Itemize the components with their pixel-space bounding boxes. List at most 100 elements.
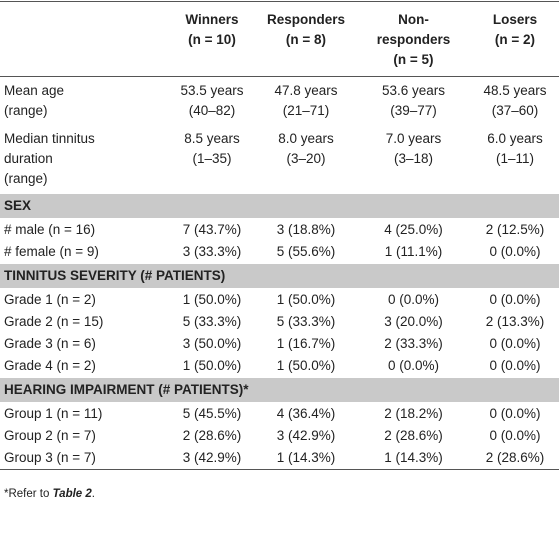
cell-line: 0 (0.0%) <box>489 358 541 373</box>
cell-line: 5 (33.3%) <box>276 314 336 329</box>
data-row: Grade 4 (n = 2) 1 (50.0%) 1 (50.0%) 0 (0.0%… <box>0 355 559 378</box>
cell: 5 (55.6%) <box>256 241 356 264</box>
column-name: Winners <box>185 12 239 27</box>
cell: 0 (0.0%) <box>471 403 559 426</box>
cell: 1 (50.0%) <box>256 289 356 312</box>
cell: 53.6 years (39–77) <box>356 77 471 126</box>
data-row: Grade 3 (n = 6) 3 (50.0%) 1 (16.7%) 2 (33.3… <box>0 333 559 355</box>
cell: 48.5 years (37–60) <box>471 77 559 126</box>
column-header: Non-responders (n = 5) <box>356 1 471 77</box>
cell: 5 (45.5%) <box>168 403 256 426</box>
cell-line: 2 (28.6%) <box>485 450 545 465</box>
data-row: Mean age (range) 53.5 years (40–82) 47.8 yea… <box>0 77 559 126</box>
cell: 2 (12.5%) <box>471 219 559 242</box>
cell: 2 (28.6%) <box>356 425 471 447</box>
cell-line: 3 (18.8%) <box>276 222 336 237</box>
cell-line: 3 (42.9%) <box>182 450 242 465</box>
row-label: Grade 1 (n = 2) <box>0 289 168 312</box>
cell: 4 (25.0%) <box>356 219 471 242</box>
column-count: (n = 8) <box>285 32 327 47</box>
section-row: HEARING IMPAIRMENT (# PATIENTS)* <box>0 377 559 403</box>
cell: 0 (0.0%) <box>471 241 559 264</box>
cell: 2 (13.3%) <box>471 311 559 333</box>
cell-line: 2 (12.5%) <box>485 222 545 237</box>
cell-line: 48.5 years <box>483 83 547 98</box>
row-label: Group 1 (n = 11) <box>0 403 168 426</box>
cell-line: 3 (33.3%) <box>182 244 242 259</box>
cell: 6.0 years (1–11) <box>471 125 559 194</box>
cell: 3 (18.8%) <box>256 219 356 242</box>
cell: 1 (50.0%) <box>168 289 256 312</box>
cell: 0 (0.0%) <box>356 355 471 378</box>
cell-line: 0 (0.0%) <box>489 428 541 443</box>
cell-line: 8.5 years <box>184 131 240 146</box>
cell: 0 (0.0%) <box>471 355 559 378</box>
cell: 53.5 years (40–82) <box>168 77 256 126</box>
cell: 3 (42.9%) <box>256 425 356 447</box>
cell: 3 (33.3%) <box>168 241 256 264</box>
cell: 2 (33.3%) <box>356 333 471 355</box>
column-name: Responders <box>266 12 346 27</box>
cell: 3 (50.0%) <box>168 333 256 355</box>
cell: 0 (0.0%) <box>471 425 559 447</box>
row-label: # female (n = 9) <box>0 241 168 264</box>
table-body: Mean age (range) 53.5 years (40–82) 47.8 yea… <box>0 77 559 470</box>
cell-line: 2 (18.2%) <box>384 406 443 421</box>
cell-line: 3 (50.0%) <box>182 336 242 351</box>
cell: 7 (43.7%) <box>168 219 256 242</box>
cell-line: 0 (0.0%) <box>387 292 440 307</box>
data-table: Winners (n = 10) Responders (n = 8) Non-resp… <box>0 1 559 470</box>
cell: 2 (28.6%) <box>168 425 256 447</box>
header-row: Winners (n = 10) Responders (n = 8) Non-resp… <box>0 1 559 77</box>
cell: 2 (18.2%) <box>356 403 471 426</box>
column-name: Non-responders <box>376 12 451 47</box>
row-label: Grade 3 (n = 6) <box>0 333 168 355</box>
header-blank <box>0 1 168 77</box>
cell: 8.0 years (3–20) <box>256 125 356 194</box>
data-row: Group 1 (n = 11) 5 (45.5%) 4 (36.4%) 2 (18.… <box>0 403 559 426</box>
cell-line: 8.0 years <box>278 131 334 146</box>
row-label: Mean age (range) <box>0 77 168 126</box>
cell: 1 (14.3%) <box>356 447 471 470</box>
cell-line: 0 (0.0%) <box>489 292 541 307</box>
cell-line: 4 (36.4%) <box>276 406 336 421</box>
cell-line: (1–11) <box>495 151 535 166</box>
row-label: Median tinnitus duration (range) <box>0 125 168 194</box>
cell: 0 (0.0%) <box>471 333 559 355</box>
cell: 1 (50.0%) <box>256 355 356 378</box>
data-row: Median tinnitus duration (range) 8.5 years… <box>0 125 559 194</box>
cell: 3 (42.9%) <box>168 447 256 470</box>
cell: 8.5 years (1–35) <box>168 125 256 194</box>
row-label-line: Grade 3 (n = 6) <box>4 336 96 351</box>
row-label-line: Group 3 (n = 7) <box>4 450 96 465</box>
row-label: Grade 2 (n = 15) <box>0 311 168 333</box>
cell-line: 1 (11.1%) <box>384 244 443 259</box>
row-label-line: Grade 4 (n = 2) <box>4 358 96 373</box>
row-label-line: # male (n = 16) <box>4 222 96 237</box>
column-count: (n = 10) <box>188 32 236 47</box>
row-label-line: (range) <box>4 171 48 186</box>
cell-line: (21–71) <box>282 103 330 118</box>
data-row: Grade 1 (n = 2) 1 (50.0%) 1 (50.0%) 0 (0.0%… <box>0 289 559 312</box>
cell-line: 2 (33.3%) <box>384 336 443 351</box>
row-label-line: Group 2 (n = 7) <box>4 428 96 443</box>
row-label: Group 3 (n = 7) <box>0 447 168 470</box>
data-row: Grade 2 (n = 15) 5 (33.3%) 5 (33.3%) 3 (20.… <box>0 311 559 333</box>
row-label: Grade 4 (n = 2) <box>0 355 168 378</box>
data-row: # female (n = 9) 3 (33.3%) 5 (55.6%) 1 (11.… <box>0 241 559 264</box>
cell-line: 0 (0.0%) <box>489 336 541 351</box>
cell: 3 (20.0%) <box>356 311 471 333</box>
section-row: TINNITUS SEVERITY (# PATIENTS) <box>0 263 559 289</box>
row-label-line: Median tinnitus duration <box>4 131 95 166</box>
column-header: Losers (n = 2) <box>471 1 559 77</box>
cell-line: 7.0 years <box>385 131 442 146</box>
cell-line: 1 (50.0%) <box>276 292 336 307</box>
cell-line: 5 (55.6%) <box>276 244 336 259</box>
row-label: # male (n = 16) <box>0 219 168 242</box>
cell-line: (37–60) <box>491 103 539 118</box>
cell-line: 0 (0.0%) <box>489 406 541 421</box>
cell-line: 3 (42.9%) <box>276 428 336 443</box>
row-label-line: Group 1 (n = 11) <box>4 406 103 421</box>
cell: 1 (50.0%) <box>168 355 256 378</box>
